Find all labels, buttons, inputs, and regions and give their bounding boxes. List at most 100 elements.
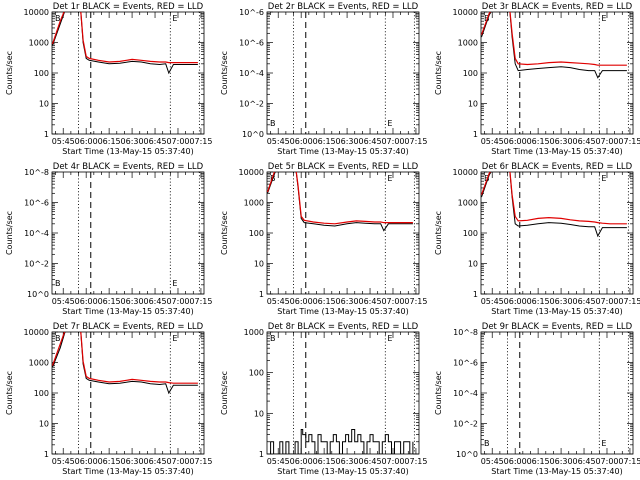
x-tick-label: 07:15 [189,457,212,466]
x-tick-label: 06:15 [313,137,336,146]
y-tick-label: 1 [259,450,264,459]
x-tick-label: 06:30 [550,137,573,146]
x-axis-label: Start Time (13-May-15 05:37:40) [62,147,193,156]
x-tick-label: 06:45 [359,137,382,146]
panel-title: Det 7r BLACK = Events, RED = LLD [53,322,204,332]
events-series-line [52,12,198,75]
detector-panel-8: Det 8r BLACK = Events, RED = LLD 1 10 100 10… [220,322,427,476]
y-tick-label: 10000 [453,8,478,17]
panel-title: Det 1r BLACK = Events, RED = LLD [53,2,204,12]
x-tick-label: 07:00 [166,297,189,306]
panel-title: Det 9r BLACK = Events, RED = LLD [482,322,633,332]
y-axis-label: Counts/sec [220,211,229,255]
x-tick-label: 06:30 [336,297,359,306]
lld-series-line [52,12,198,64]
x-tick-label: 07:15 [404,297,427,306]
detector-panel-7: Det 7r BLACK = Events, RED = LLD 1 10 100 10… [5,322,212,476]
x-tick-label: 07:15 [618,457,640,466]
begin-marker: B [270,334,276,343]
x-tick-label: 07:00 [381,297,404,306]
y-axis-label: Counts/sec [5,51,14,95]
y-tick-label: 100 [463,229,478,238]
x-tick-label: 06:00 [290,137,313,146]
x-tick-label: 06:30 [550,457,573,466]
x-tick-label: 05:45 [52,457,75,466]
plot-frame [266,11,420,135]
x-tick-label: 05:45 [481,137,504,146]
x-tick-label: 06:00 [75,457,98,466]
lld-series-line [481,172,627,225]
events-series-line [481,172,627,238]
x-tick-label: 06:00 [75,297,98,306]
x-tick-label: 06:15 [527,137,550,146]
plot-frame [266,171,420,295]
x-tick-label: 06:45 [573,137,596,146]
y-tick-label: 10^0 [242,130,264,139]
x-tick-label: 06:45 [573,297,596,306]
begin-marker: B [55,334,61,343]
x-tick-label: 07:00 [166,137,189,146]
begin-marker: B [484,439,490,448]
x-tick-label: 06:30 [550,297,573,306]
end-marker: E [172,14,177,23]
y-tick-label: 10^-2 [453,420,478,429]
x-tick-label: 06:30 [121,457,144,466]
y-tick-label: 10 [468,260,478,269]
x-tick-label: 05:45 [267,457,290,466]
x-tick-label: 07:00 [595,297,618,306]
detector-panel-3: Det 3r BLACK = Events, RED = LLD 1 10 100 10… [434,2,640,156]
y-tick-label: 10^-6 [239,39,264,48]
x-tick-label: 07:15 [404,137,427,146]
y-tick-label: 10^-4 [239,69,264,78]
y-axis-label: Counts/sec [5,211,14,255]
y-tick-label: 10 [39,100,49,109]
y-tick-label: 100 [34,389,49,398]
end-marker: E [387,119,392,128]
end-marker: E [601,174,606,183]
x-tick-label: 06:30 [121,297,144,306]
y-tick-label: 1000 [29,39,49,48]
x-axis-label: Start Time (13-May-15 05:37:40) [62,307,193,316]
y-tick-label: 10 [39,420,49,429]
y-axis-label: Counts/sec [220,371,229,415]
x-tick-label: 06:15 [527,297,550,306]
y-tick-label: 10 [468,100,478,109]
detector-panel-4: Det 4r BLACK = Events, RED = LLD 10^0 10^-… [5,162,212,316]
y-tick-label: 10^-6 [24,199,49,208]
x-axis-label: Start Time (13-May-15 05:37:40) [277,307,408,316]
end-marker: E [387,174,392,183]
panel-title: Det 8r BLACK = Events, RED = LLD [268,322,419,332]
x-tick-label: 06:15 [313,457,336,466]
y-tick-label: 10^0 [27,290,49,299]
y-tick-label: 1 [44,130,49,139]
y-tick-label: 10000 [24,8,49,17]
x-tick-label: 06:15 [527,457,550,466]
x-tick-label: 05:45 [267,137,290,146]
y-axis-label: Counts/sec [5,371,14,415]
lld-series-line [52,332,198,384]
detector-panel-6: Det 6r BLACK = Events, RED = LLD 1 10 100 10… [434,162,640,316]
plot-frame [480,11,634,135]
plot-frame [51,11,205,135]
x-tick-label: 06:45 [359,297,382,306]
y-tick-label: 10000 [453,168,478,177]
panel-title: Det 5r BLACK = Events, RED = LLD [268,162,419,172]
y-axis-label: Counts/sec [434,51,443,95]
x-tick-label: 07:15 [404,457,427,466]
x-tick-label: 07:15 [618,137,640,146]
y-tick-label: 10^-2 [239,100,264,109]
x-tick-label: 06:30 [336,457,359,466]
y-tick-label: 10 [254,260,264,269]
end-marker: E [601,439,606,448]
y-tick-label: 10 [254,409,264,418]
end-marker: E [172,334,177,343]
y-tick-label: 1 [473,130,478,139]
plot-frame [266,331,420,455]
x-axis-label: Start Time (13-May-15 05:37:40) [62,467,193,476]
panel-title: Det 6r BLACK = Events, RED = LLD [482,162,633,172]
end-marker: E [172,279,177,288]
x-tick-label: 07:15 [618,297,640,306]
detector-panel-9: Det 9r BLACK = Events, RED = LLD 10^0 10^-… [434,322,640,476]
x-tick-label: 05:45 [267,297,290,306]
